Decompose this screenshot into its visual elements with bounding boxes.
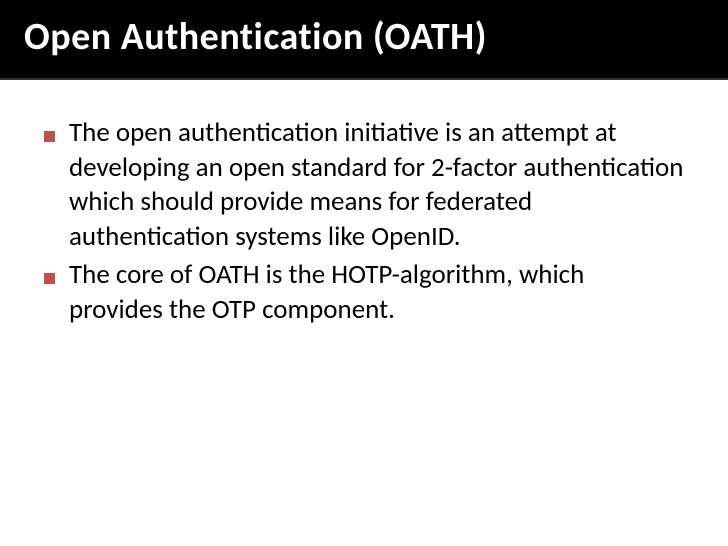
bullet-text: The open authentication initiative is an…	[69, 116, 684, 254]
list-item: The open authentication initiative is an…	[44, 116, 684, 254]
bullet-text: The core of OATH is the HOTP-algorithm, …	[69, 258, 684, 327]
title-bar: Open Authentication (OATH)	[0, 0, 728, 80]
bullet-list: The open authentication initiative is an…	[44, 116, 684, 327]
slide-title: Open Authentication (OATH)	[24, 14, 704, 60]
square-bullet-icon	[44, 128, 55, 139]
slide-content: The open authentication initiative is an…	[0, 80, 728, 351]
square-bullet-icon	[44, 270, 55, 281]
list-item: The core of OATH is the HOTP-algorithm, …	[44, 258, 684, 327]
